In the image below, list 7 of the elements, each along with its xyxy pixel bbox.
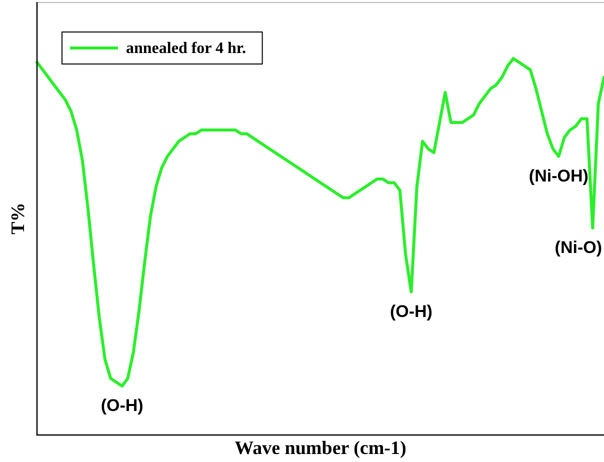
annotation: (O-H) — [390, 302, 432, 322]
x-axis-title: Wave number (cm-1) — [234, 438, 406, 459]
annotation: (Ni-OH) — [528, 166, 588, 186]
legend-label: annealed for 4 hr. — [126, 40, 246, 58]
annotation: (O-H) — [100, 396, 144, 416]
y-axis-title: T% — [8, 202, 29, 234]
annotation: (Ni-O) — [554, 238, 602, 258]
